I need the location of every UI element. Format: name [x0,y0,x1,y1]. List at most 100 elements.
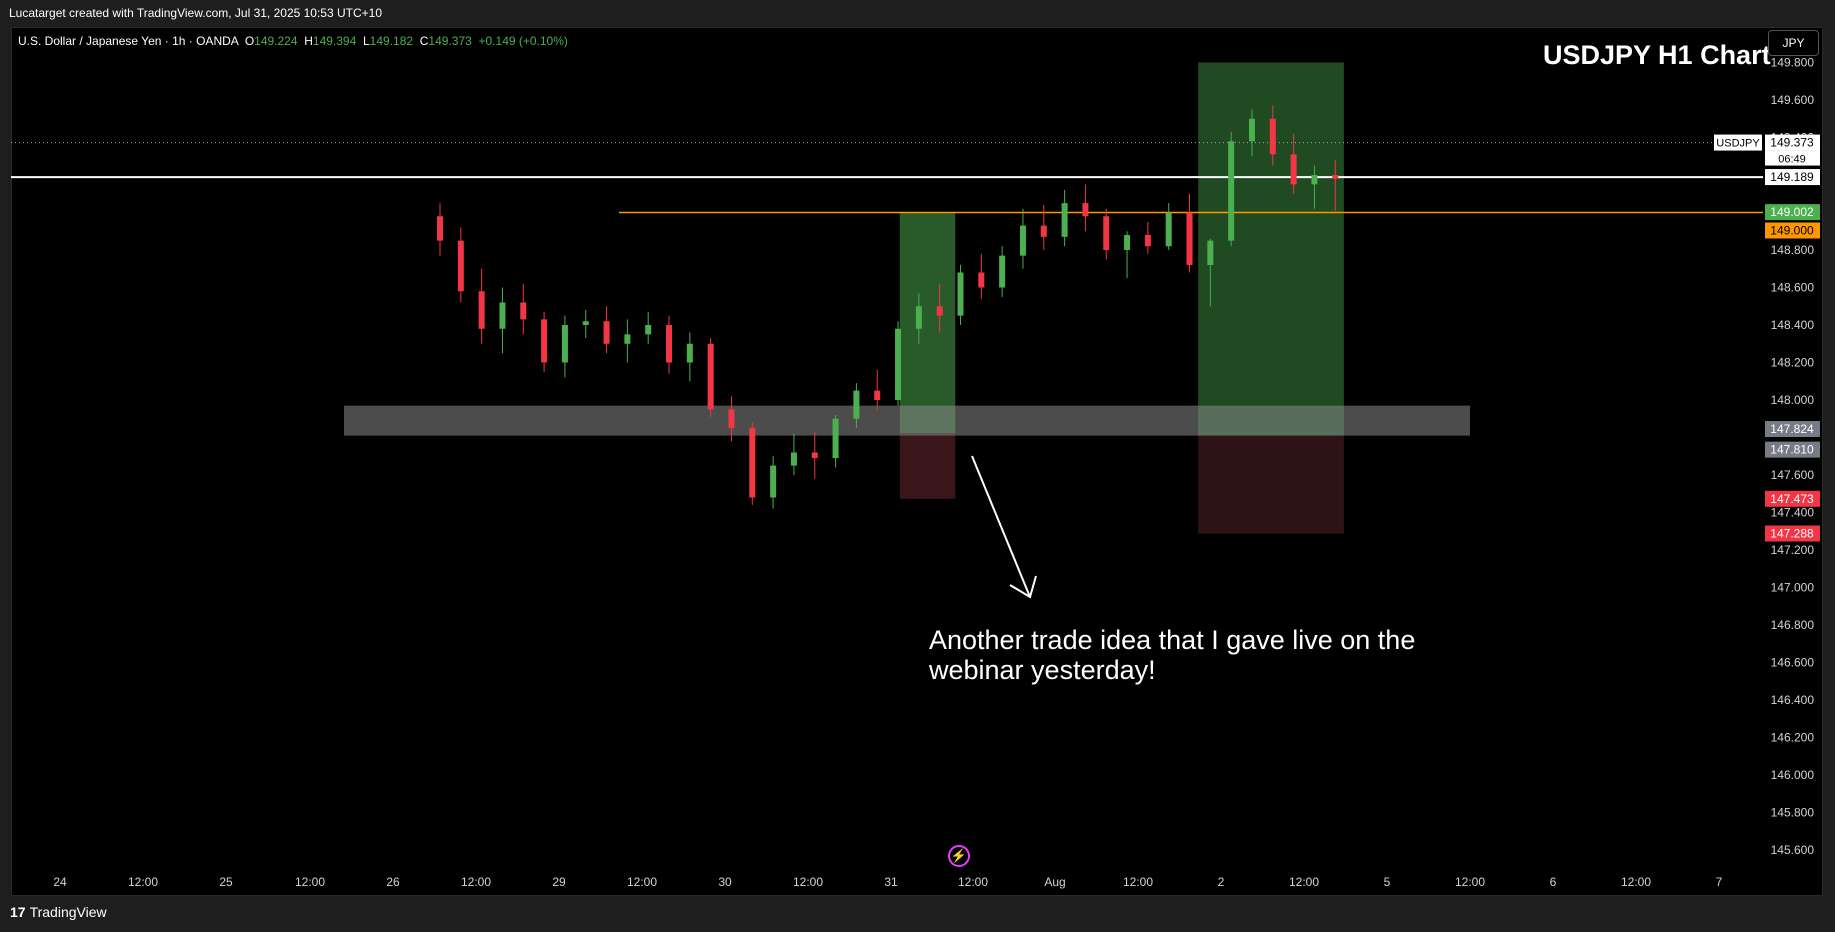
price-tag-target-green [1765,204,1820,221]
y-axis-tick-label: 147.600 [1771,468,1815,482]
candle-body [603,321,610,344]
price-tag-stop-red [1765,525,1820,542]
annotation-text: Another trade idea that I gave live on t… [929,625,1416,685]
candle-body [1311,175,1318,185]
candle-body [832,418,839,459]
x-axis-tick-label: Aug [1044,875,1065,889]
candle-body [1124,235,1131,250]
low-value: 149.182 [369,34,414,48]
candle-body [541,319,548,363]
x-axis-tick-label: 12:00 [128,875,158,889]
candle-body [978,272,985,288]
x-axis-tick-label: 12:00 [1455,875,1485,889]
candle-body [770,465,777,498]
x-axis-tick-label: 29 [552,875,566,889]
candle-body [520,302,527,320]
high-label: H [304,34,313,48]
candle-body [874,390,881,400]
y-axis-tick-label: 149.600 [1771,93,1815,107]
symbol-tag-text: USDJPY [1716,138,1760,150]
y-axis-tick-label: 145.800 [1771,806,1815,820]
y-axis-tick-label: 147.400 [1771,506,1815,520]
open-label: O [244,34,255,48]
candle-body [499,302,506,329]
candle-body [728,409,735,429]
candle-body [437,216,443,241]
candle-body [1103,216,1110,250]
price-tag-zone-grey [1765,421,1820,437]
price-tag-zone-grey [1765,441,1820,458]
tradingview-logo-icon: 17 [10,904,26,920]
y-axis-tick-label: 149.800 [1771,56,1815,70]
x-axis-tick-label: 12:00 [793,875,823,889]
price-tag-stop-red [1765,490,1820,507]
attribution-text: Lucatarget created with TradingView.com,… [9,6,383,20]
symbol-legend: U.S. Dollar / Japanese Yen · 1h · OANDA … [18,34,568,48]
y-axis-tick-label: 147.000 [1771,581,1815,595]
y-axis-tick-label: 146.000 [1771,768,1815,782]
candle-body [624,334,631,344]
y-axis-tick-label: 147.200 [1771,543,1815,557]
x-axis-tick-label: 6 [1550,875,1557,889]
price-tag-text: 149.189 [1770,170,1814,184]
currency-button[interactable]: JPY [1768,30,1819,56]
candle-body [561,325,568,363]
candle-body [1082,203,1089,217]
symbol-tag [1714,134,1762,151]
candle-body [999,255,1006,288]
candle-body [1290,154,1297,185]
y-axis-tick-label: 148.000 [1771,393,1815,407]
candle-body [1186,212,1193,265]
x-axis-tick-label: 12:00 [627,875,657,889]
x-axis-tick-label: 31 [884,875,898,889]
candle-body [707,343,714,410]
y-axis-tick-label: 146.800 [1771,618,1815,632]
price-tag-last [1765,134,1820,151]
candle-body [1040,225,1047,237]
candle-body [666,325,673,363]
arrow-down-right-icon [971,455,1031,598]
candle-body [811,452,818,459]
candle-body [1207,240,1214,265]
arrow-head [1009,575,1037,599]
candle-body [957,272,964,316]
candle-body [915,306,922,329]
x-axis-tick-label: 26 [386,875,400,889]
y-axis-tick-label: 148.600 [1771,281,1815,295]
countdown-text: 06:49 [1778,154,1806,166]
x-axis-tick-label: 2 [1218,875,1225,889]
footer-bar [0,896,1835,932]
x-axis-tick-label: 12:00 [295,875,325,889]
candle-body [582,321,589,325]
y-axis-tick-label: 148.400 [1771,318,1815,332]
x-axis-tick-label: 7 [1716,875,1723,889]
close-value: 149.373 [428,34,472,48]
x-axis-tick-label: 24 [53,875,67,889]
candle-body [1165,212,1172,247]
lightning-bolt-icon[interactable]: ⚡ [948,845,970,867]
price-tag-text: 147.810 [1770,443,1814,457]
y-axis-tick-label: 145.600 [1771,843,1815,857]
price-tag-text: 149.000 [1770,224,1814,238]
chart-title: USDJPY H1 Chart [1543,40,1771,70]
candle-body [1248,118,1255,142]
price-tag-text: 149.373 [1770,136,1814,150]
candle-body [790,452,797,466]
candle-body [749,428,756,498]
candle-body [1228,141,1235,241]
candle-body [645,325,652,335]
countdown-tag [1765,150,1820,166]
candle-body [686,343,693,363]
candle-body [1332,175,1339,179]
loss-zone [1198,435,1344,534]
y-axis-tick-label: 146.200 [1771,731,1815,745]
y-axis-tick-label: 148.200 [1771,356,1815,370]
candle-body [1269,118,1276,155]
candle-body [1061,203,1068,237]
brand-name: TradingView [29,904,107,920]
symbol-name[interactable]: U.S. Dollar / Japanese Yen · 1h · OANDA [18,34,239,48]
tradingview-logo[interactable]: 17 TradingView [10,904,107,920]
y-axis-tick-label: 148.800 [1771,243,1815,257]
profit-zone [899,212,956,433]
